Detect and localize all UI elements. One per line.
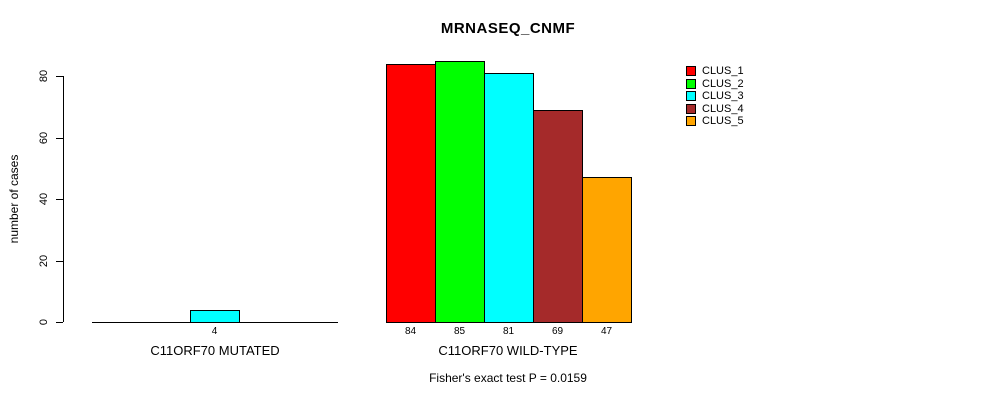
y-tick-label: 60 (38, 131, 50, 145)
y-tick (56, 261, 63, 262)
y-tick-label: 20 (38, 254, 50, 268)
legend-swatch-clus_2 (686, 78, 696, 89)
bar-value-label: 47 (600, 326, 613, 337)
bar-clus_3-group0 (190, 310, 240, 323)
y-tick-label: 0 (38, 318, 50, 326)
zero-bar-clus_4-group0 (239, 322, 289, 323)
legend-swatch-clus_1 (686, 66, 696, 76)
y-tick (56, 138, 63, 139)
fisher-test-annotation: Fisher's exact test P = 0.0159 (429, 371, 587, 385)
legend-label-clus_3: CLUS_3 (702, 90, 744, 102)
y-axis-line (63, 76, 64, 322)
legend-label-clus_2: CLUS_2 (702, 77, 744, 90)
y-tick (56, 322, 63, 323)
legend-swatch-clus_3 (686, 91, 696, 101)
bar-clus_2-group1 (435, 61, 485, 323)
legend-swatch-clus_5 (686, 116, 696, 126)
x-category-label-wild-type: C11ORF70 WILD-TYPE (438, 343, 578, 358)
bar-value-label: 85 (453, 326, 466, 337)
zero-bar-clus_1-group0 (92, 322, 142, 323)
bar-clus_1-group1 (386, 64, 436, 323)
y-axis-label: number of cases (7, 154, 21, 244)
bar-value-label: 81 (502, 326, 515, 337)
chart-title: MRNASEQ_CNMF (440, 20, 576, 37)
legend-label-clus_4: CLUS_4 (702, 102, 744, 115)
legend-label-clus_1: CLUS_1 (702, 65, 744, 77)
legend-label-clus_5: CLUS_5 (702, 115, 744, 127)
y-tick (56, 76, 63, 77)
y-tick (56, 199, 63, 200)
bar-clus_4-group1 (533, 110, 583, 323)
bar-value-label: 4 (211, 326, 218, 337)
y-tick-label: 80 (38, 69, 50, 83)
bar-value-label: 69 (551, 326, 564, 337)
zero-bar-clus_5-group0 (288, 322, 338, 323)
bar-clus_3-group1 (484, 73, 534, 323)
zero-bar-clus_2-group0 (141, 322, 191, 323)
legend-swatch-clus_4 (686, 103, 696, 114)
bar-value-label: 84 (404, 326, 417, 337)
x-category-label-mutated: C11ORF70 MUTATED (150, 343, 280, 358)
y-tick-label: 40 (38, 192, 50, 206)
bar-clus_5-group1 (582, 177, 632, 323)
